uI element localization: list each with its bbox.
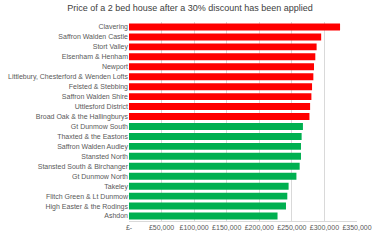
svg-text:£250,000: £250,000 (277, 224, 306, 231)
svg-text:Stansted North: Stansted North (81, 153, 128, 160)
svg-text:Littlebury, Chesterford & Wend: Littlebury, Chesterford & Wenden Lofts (8, 73, 128, 81)
svg-text:Broad Oak & the Hallingburys: Broad Oak & the Hallingburys (36, 113, 129, 121)
svg-text:£50,000: £50,000 (149, 224, 174, 231)
svg-text:Clavering: Clavering (98, 23, 128, 31)
svg-text:Thaxted & the Eastons: Thaxted & the Eastons (57, 133, 128, 140)
svg-text:Saffron Walden Audley: Saffron Walden Audley (57, 143, 128, 151)
svg-text:Flitch Green & Lt Dunmow: Flitch Green & Lt Dunmow (46, 193, 129, 200)
svg-text:Uttlesford District: Uttlesford District (75, 103, 128, 110)
svg-text:Elsenham & Henham: Elsenham & Henham (62, 53, 128, 60)
svg-text:Saffron Walden Castle: Saffron Walden Castle (58, 33, 128, 40)
svg-text:Takeley: Takeley (104, 183, 128, 191)
svg-text:£100,000: £100,000 (180, 224, 209, 231)
svg-text:£-: £- (126, 224, 133, 231)
svg-text:Ashdon: Ashdon (104, 212, 128, 219)
svg-text:High Easter & the Rodings: High Easter & the Rodings (46, 203, 129, 211)
svg-text:Gt Dunmow South: Gt Dunmow South (71, 123, 128, 130)
svg-text:Stansted South & Birchanger: Stansted South & Birchanger (38, 163, 129, 171)
svg-text:Saffron Walden Shire: Saffron Walden Shire (62, 93, 128, 100)
svg-text:£200,000: £200,000 (245, 224, 274, 231)
svg-text:Stort Valley: Stort Valley (93, 43, 129, 51)
svg-text:£300,000: £300,000 (310, 224, 339, 231)
svg-text:Price of a 2 bed house after a: Price of a 2 bed house after a 30% disco… (67, 3, 313, 13)
svg-text:Newport: Newport (102, 63, 128, 71)
svg-text:£150,000: £150,000 (212, 224, 241, 231)
svg-text:£350,000: £350,000 (342, 224, 371, 231)
svg-text:Felsted & Stebbing: Felsted & Stebbing (69, 83, 128, 91)
svg-text:Gt Dunmow North: Gt Dunmow North (72, 173, 128, 180)
